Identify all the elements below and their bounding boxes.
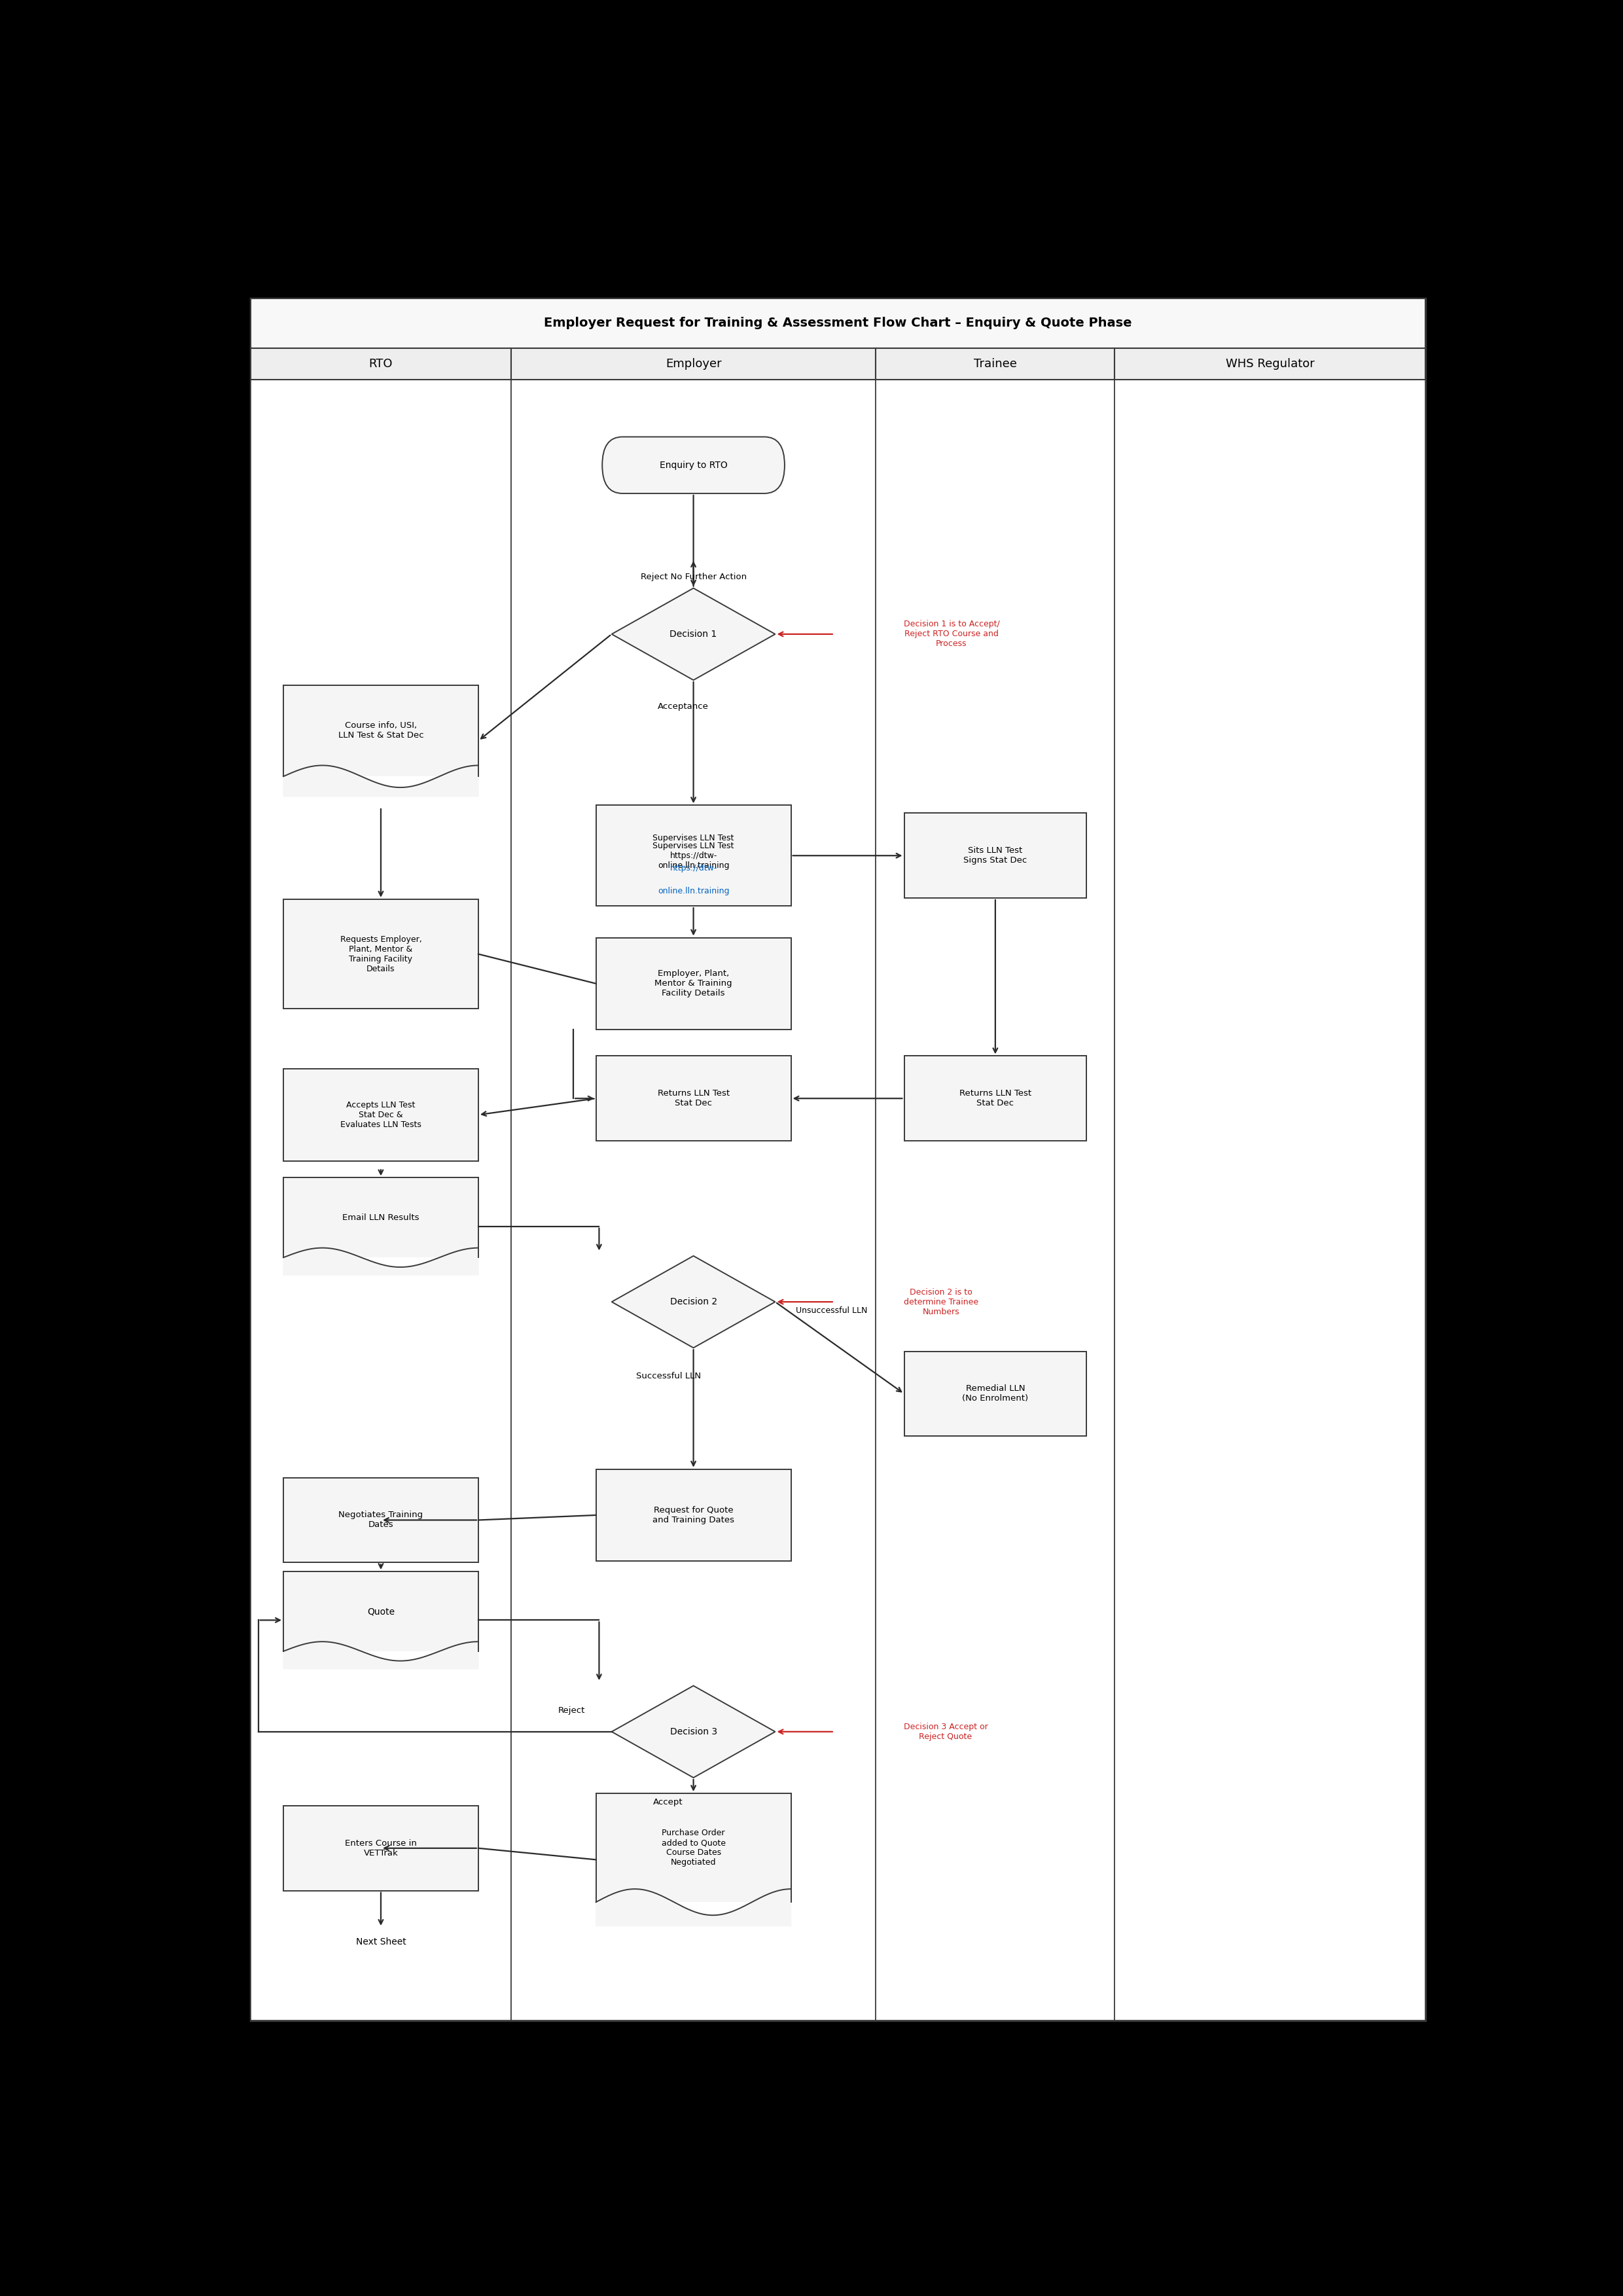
Text: Decision 2: Decision 2 bbox=[670, 1297, 717, 1306]
Polygon shape bbox=[284, 1642, 479, 1669]
Text: Decision 3: Decision 3 bbox=[670, 1727, 717, 1736]
Text: Quote: Quote bbox=[367, 1607, 394, 1616]
Text: Supervises LLN Test
https://dtw-
online.lln.training: Supervises LLN Test https://dtw- online.… bbox=[652, 843, 734, 870]
Text: Trainee: Trainee bbox=[974, 358, 1018, 370]
Polygon shape bbox=[284, 765, 479, 797]
Text: Acceptance: Acceptance bbox=[657, 703, 709, 712]
Text: Reject No Further Action: Reject No Further Action bbox=[641, 572, 747, 581]
Text: Course info, USI,
LLN Test & Stat Dec: Course info, USI, LLN Test & Stat Dec bbox=[338, 721, 424, 739]
Text: online.lln.training: online.lln.training bbox=[657, 886, 729, 895]
Text: Remedial LLN
(No Enrolment): Remedial LLN (No Enrolment) bbox=[962, 1384, 1029, 1403]
Text: Next Sheet: Next Sheet bbox=[355, 1938, 406, 1947]
FancyBboxPatch shape bbox=[250, 298, 1425, 349]
Text: Purchase Order
added to Quote
Course Dates
Negotiated: Purchase Order added to Quote Course Dat… bbox=[661, 1828, 725, 1867]
FancyBboxPatch shape bbox=[596, 1469, 790, 1561]
Text: https://dtw-: https://dtw- bbox=[670, 863, 717, 872]
FancyBboxPatch shape bbox=[904, 813, 1086, 898]
Text: Sits LLN Test
Signs Stat Dec: Sits LLN Test Signs Stat Dec bbox=[964, 847, 1027, 866]
Text: RTO: RTO bbox=[368, 358, 393, 370]
FancyBboxPatch shape bbox=[284, 1570, 479, 1651]
Polygon shape bbox=[612, 1256, 776, 1348]
FancyBboxPatch shape bbox=[596, 1793, 790, 1901]
Text: Decision 1: Decision 1 bbox=[670, 629, 717, 638]
Polygon shape bbox=[612, 588, 776, 680]
FancyBboxPatch shape bbox=[250, 298, 1425, 2020]
Text: Unsuccessful LLN: Unsuccessful LLN bbox=[795, 1306, 868, 1316]
FancyBboxPatch shape bbox=[284, 1479, 479, 1564]
FancyBboxPatch shape bbox=[596, 806, 790, 907]
Text: Employer, Plant,
Mentor & Training
Facility Details: Employer, Plant, Mentor & Training Facil… bbox=[654, 969, 732, 999]
Text: Decision 2 is to
determine Trainee
Numbers: Decision 2 is to determine Trainee Numbe… bbox=[904, 1288, 979, 1316]
Text: Reject: Reject bbox=[558, 1706, 584, 1715]
FancyBboxPatch shape bbox=[1115, 349, 1425, 379]
FancyBboxPatch shape bbox=[284, 900, 479, 1008]
FancyBboxPatch shape bbox=[511, 379, 876, 2020]
Text: Employer: Employer bbox=[665, 358, 722, 370]
Text: Returns LLN Test
Stat Dec: Returns LLN Test Stat Dec bbox=[959, 1088, 1031, 1107]
FancyBboxPatch shape bbox=[904, 1352, 1086, 1437]
FancyBboxPatch shape bbox=[596, 937, 790, 1029]
Text: Successful LLN: Successful LLN bbox=[636, 1371, 701, 1380]
Text: Requests Employer,
Plant, Mentor &
Training Facility
Details: Requests Employer, Plant, Mentor & Train… bbox=[341, 934, 422, 974]
Text: Supervises LLN Test: Supervises LLN Test bbox=[652, 833, 734, 843]
FancyBboxPatch shape bbox=[284, 684, 479, 776]
Text: Enters Course in
VETTrak: Enters Course in VETTrak bbox=[346, 1839, 417, 1857]
Polygon shape bbox=[284, 1249, 479, 1274]
Polygon shape bbox=[596, 1890, 790, 1926]
FancyBboxPatch shape bbox=[284, 1178, 479, 1258]
Text: Email LLN Results: Email LLN Results bbox=[342, 1212, 419, 1221]
Text: Accept: Accept bbox=[654, 1798, 683, 1807]
Text: Enquiry and Quote Phase: Enquiry and Quote Phase bbox=[232, 1148, 240, 1251]
FancyBboxPatch shape bbox=[876, 379, 1115, 2020]
FancyBboxPatch shape bbox=[1115, 379, 1425, 2020]
Text: Accepts LLN Test
Stat Dec &
Evaluates LLN Tests: Accepts LLN Test Stat Dec & Evaluates LL… bbox=[341, 1100, 422, 1130]
Text: Decision 1 is to Accept/
Reject RTO Course and
Process: Decision 1 is to Accept/ Reject RTO Cour… bbox=[904, 620, 1000, 647]
Text: Employer Request for Training & Assessment Flow Chart – Enquiry & Quote Phase: Employer Request for Training & Assessme… bbox=[544, 317, 1133, 328]
Text: Enquiry to RTO: Enquiry to RTO bbox=[659, 461, 727, 471]
FancyBboxPatch shape bbox=[250, 379, 511, 2020]
Polygon shape bbox=[612, 1685, 776, 1777]
Text: Decision 3 Accept or
Reject Quote: Decision 3 Accept or Reject Quote bbox=[904, 1722, 988, 1740]
Text: Returns LLN Test
Stat Dec: Returns LLN Test Stat Dec bbox=[657, 1088, 729, 1107]
FancyBboxPatch shape bbox=[602, 436, 784, 494]
Text: Negotiates Training
Dates: Negotiates Training Dates bbox=[339, 1511, 424, 1529]
FancyBboxPatch shape bbox=[596, 1056, 790, 1141]
FancyBboxPatch shape bbox=[876, 349, 1115, 379]
FancyBboxPatch shape bbox=[284, 1070, 479, 1162]
FancyBboxPatch shape bbox=[284, 1805, 479, 1890]
FancyBboxPatch shape bbox=[904, 1056, 1086, 1141]
Text: Request for Quote
and Training Dates: Request for Quote and Training Dates bbox=[652, 1506, 734, 1525]
FancyBboxPatch shape bbox=[511, 349, 876, 379]
FancyBboxPatch shape bbox=[250, 349, 511, 379]
Text: WHS Regulator: WHS Regulator bbox=[1225, 358, 1315, 370]
